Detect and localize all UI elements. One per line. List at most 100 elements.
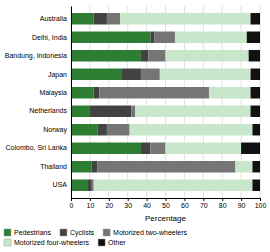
bar [252,180,260,191]
bar [251,69,260,80]
bar [107,124,130,135]
bar [97,161,235,172]
y-tick: Norway [43,126,67,134]
x-tick-label: 70 [200,202,208,209]
x-tick: 70 [200,198,208,209]
bar [135,106,250,117]
bar [160,69,251,80]
x-tick: 50 [162,198,170,209]
bar [71,13,94,24]
x-tick-label: 80 [219,202,227,209]
bar [252,161,260,172]
x-axis: 0102030405060708090100 [70,198,267,209]
y-tick: Colombo, Sri Lanka [6,144,68,151]
legend-item: Motorized two-wheelers [103,229,187,236]
x-tick-label: 40 [143,202,151,209]
y-tick: Delhi, India [32,34,67,41]
x-tick-label: 0 [70,202,74,209]
x-axis-line [72,199,261,202]
bar [150,143,165,154]
x-tick-label: 50 [162,202,170,209]
y-tick-label: Delhi, India [32,34,67,41]
x-tick: 60 [181,198,189,209]
legend-item: Motorized four-wheelers [4,239,90,246]
bar [252,124,260,135]
bar [94,87,100,98]
y-tick-label: Bandung, Indonesia [5,52,67,60]
bar [251,106,260,117]
bar [90,106,132,117]
x-tick-mark [90,198,91,201]
bar [166,143,242,154]
bar [241,143,260,154]
bar [71,32,150,43]
x-tick-mark [109,198,110,201]
x-tick-label: 10 [87,202,95,209]
bar [175,32,247,43]
x-tick-label: 90 [238,202,246,209]
grid [71,6,260,198]
y-tick-label: Netherlands [29,107,67,114]
x-tick-label: 30 [124,202,132,209]
bar [120,13,250,24]
bar [141,69,160,80]
x-tick-mark [147,198,148,201]
x-tick-label: 60 [181,202,189,209]
x-tick-mark [184,198,185,201]
bar [92,180,94,191]
legend-swatch [103,229,110,236]
legend-swatch [4,229,11,236]
x-tick: 30 [124,198,132,209]
bar [71,143,141,154]
bar-series [241,13,260,191]
x-tick-mark [203,198,204,201]
x-tick-label: 20 [105,202,113,209]
y-tick-label: Japan [48,70,67,78]
x-tick-mark [241,198,242,201]
plot: 0102030405060708090100USAThailandColombo… [5,6,267,209]
y-tick: Japan [48,70,67,78]
x-tick-mark [128,198,129,201]
y-tick-label: Norway [43,126,67,134]
y-tick-label: Australia [40,15,67,22]
bar [71,161,92,172]
bar [131,106,135,117]
bar [71,50,141,61]
bar [71,180,88,191]
bar [130,124,253,135]
legend-swatch [98,239,105,246]
bar [94,13,107,24]
bar [92,161,98,172]
y-tick-label: Thailand [40,163,67,170]
y-tick: Netherlands [29,107,67,114]
bar [99,87,209,98]
bars [71,13,260,191]
bar [94,180,253,191]
y-axis-line [71,7,72,199]
bar [150,32,154,43]
bar [209,87,251,98]
y-tick: Malaysia [39,89,67,97]
bar [107,13,120,24]
y-tick: USA [53,181,68,188]
x-axis-title: Percentage [145,214,186,223]
legend-item: Other [98,239,126,246]
grid-line [71,6,72,198]
bar [247,32,260,43]
bar [71,87,94,98]
bar [249,50,260,61]
legend-item: Pedestrians [4,229,51,236]
y-tick-label: Colombo, Sri Lanka [6,144,68,151]
bar [88,180,92,191]
bar [122,69,141,80]
y-tick: Australia [40,15,67,22]
legend-item: Cyclists [60,229,95,237]
bar [235,161,252,172]
x-tick: 10 [87,198,95,209]
legend-swatch [4,239,11,246]
bar [97,124,106,135]
y-tick: Bandung, Indonesia [5,52,67,60]
x-tick-mark [260,198,261,201]
y-tick: Thailand [40,163,67,170]
x-tick-mark [166,198,167,201]
